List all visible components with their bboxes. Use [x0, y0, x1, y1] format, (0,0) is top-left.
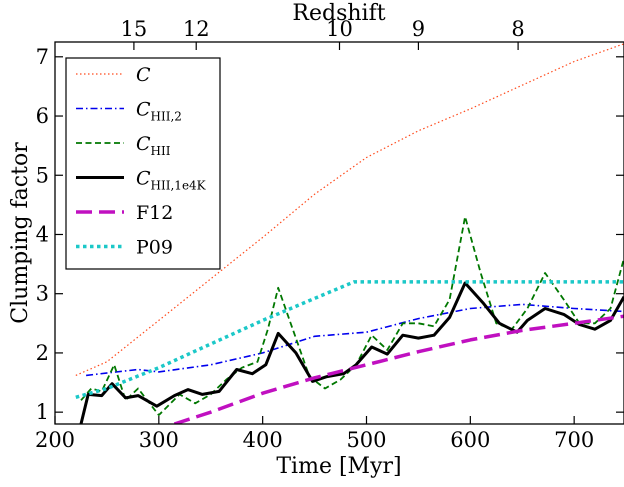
top-tick-label: 12: [183, 17, 210, 41]
top-tick-label: 8: [511, 17, 524, 41]
legend-label: P09: [136, 237, 173, 259]
series-line-2: [80, 215, 624, 417]
top-axis-title: Redshift: [292, 1, 385, 26]
series-layer: [75, 43, 624, 424]
y-tick-label: 3: [36, 282, 49, 306]
legend-label: F12: [136, 202, 173, 224]
x-tick-label: 500: [346, 428, 386, 452]
series-line-1: [86, 303, 624, 377]
x-axis-title: Time [Myr]: [276, 454, 401, 479]
y-axis-title: Clumping factor: [8, 142, 33, 324]
y-tick-label: 4: [36, 222, 49, 246]
top-tick-label: 10: [326, 17, 353, 41]
x-tick-label: 300: [139, 428, 179, 452]
x-tick-label: 200: [35, 428, 75, 452]
top-tick-label: 15: [121, 17, 148, 41]
series-line-0: [75, 43, 624, 376]
x-tick-label: 400: [243, 428, 283, 452]
y-tick-label: 1: [36, 400, 49, 424]
y-tick-label: 2: [36, 341, 49, 365]
y-tick-label: 6: [36, 104, 49, 128]
top-tick-label: 9: [412, 17, 425, 41]
series-line-3: [79, 281, 624, 424]
x-tick-label: 600: [450, 428, 490, 452]
legend-box: [65, 57, 221, 270]
x-tick-label: 700: [554, 428, 594, 452]
legend-label: C: [136, 64, 151, 86]
y-tick-label: 7: [36, 45, 49, 69]
series-line-5: [75, 280, 624, 399]
y-tick-label: 5: [36, 163, 49, 187]
